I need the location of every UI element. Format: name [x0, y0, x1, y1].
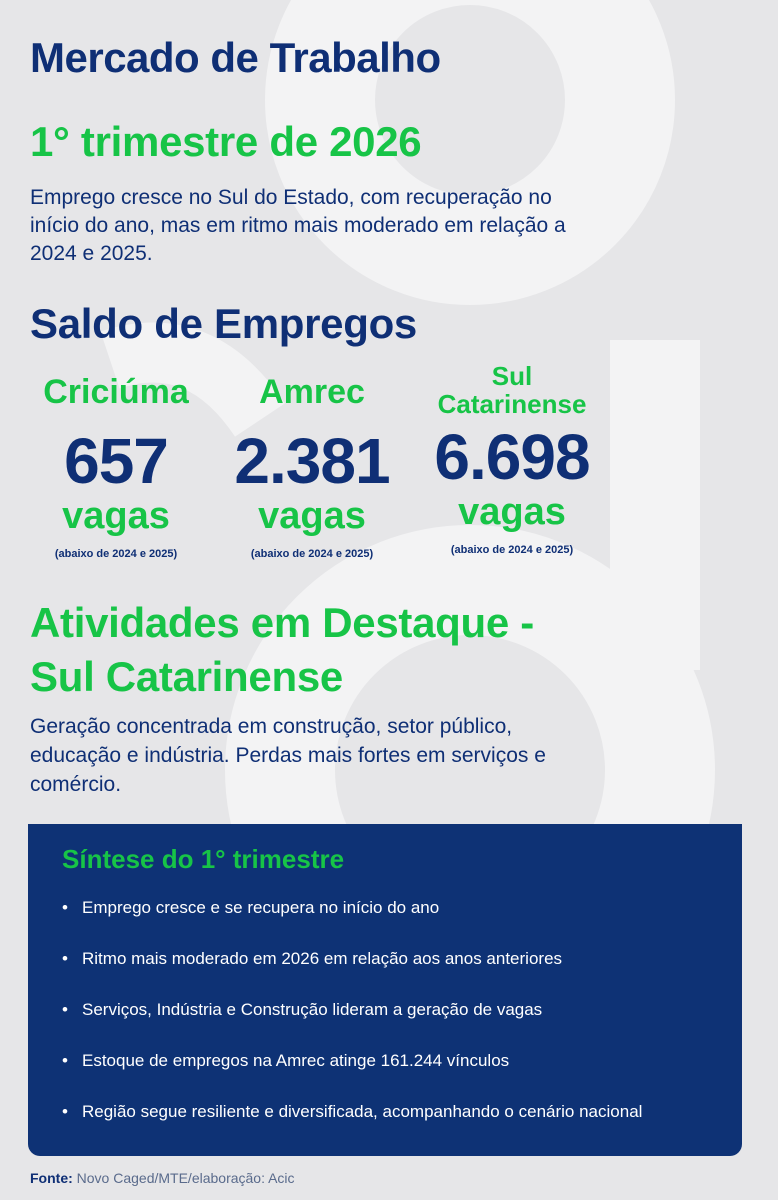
- saldo-title: Saldo de Empregos: [30, 300, 417, 347]
- stat-criciuma: Criciúma 657 vagas (abaixo de 2024 e 202…: [30, 374, 202, 560]
- stat-name-line1: Sul: [491, 361, 533, 391]
- stat-sul-catarinense: Sul Catarinense 6.698 vagas (abaixo de 2…: [422, 362, 602, 556]
- bullet-icon: •: [62, 898, 68, 917]
- stat-name-line2: Catarinense: [437, 389, 587, 419]
- list-item: • Ritmo mais moderado em 2026 em relação …: [62, 947, 642, 998]
- stat-value: 2.381: [234, 425, 390, 497]
- period-subtitle: 1° trimestre de 2026: [30, 118, 422, 165]
- stat-unit: vagas: [258, 495, 366, 537]
- bullet-icon: •: [62, 1102, 68, 1121]
- summary-panel: Síntese do 1° trimestre • Emprego cresce …: [28, 824, 742, 1156]
- list-item-text: Região segue resiliente e diversificada,…: [82, 1102, 643, 1121]
- stat-note: (abaixo de 2024 e 2025): [450, 544, 574, 556]
- list-item: • Região segue resiliente e diversificada…: [62, 1100, 642, 1151]
- stat-name: Amrec: [259, 373, 365, 411]
- list-item: • Serviços, Indústria e Construção lidera…: [62, 998, 642, 1049]
- bullet-icon: •: [62, 1000, 68, 1019]
- stat-name: Criciúma: [43, 373, 189, 411]
- summary-list: • Emprego cresce e se recupera no início …: [62, 896, 642, 1151]
- stat-value: 6.698: [434, 421, 590, 493]
- list-item-text: Estoque de empregos na Amrec atinge 161.…: [82, 1051, 510, 1070]
- stat-note: (abaixo de 2024 e 2025): [250, 548, 374, 560]
- atividades-title-line2: Sul Catarinense: [30, 653, 343, 700]
- intro-text: Emprego cresce no Sul do Estado, com rec…: [30, 186, 566, 265]
- source-footer: Fonte: Novo Caged/MTE/elaboração: Acic: [30, 1170, 295, 1186]
- source-text: Novo Caged/MTE/elaboração: Acic: [72, 1170, 295, 1186]
- list-item: • Estoque de empregos na Amrec atinge 161…: [62, 1049, 642, 1100]
- stat-unit: vagas: [458, 491, 566, 533]
- list-item-text: Emprego cresce e se recupera no início d…: [82, 898, 440, 917]
- stat-amrec: Amrec 2.381 vagas (abaixo de 2024 e 2025…: [226, 374, 398, 560]
- stat-unit: vagas: [62, 495, 170, 537]
- bullet-icon: •: [62, 1051, 68, 1070]
- list-item-text: Serviços, Indústria e Construção lideram…: [82, 1000, 543, 1019]
- atividades-text: Geração concentrada em construção, setor…: [30, 715, 546, 796]
- atividades-title: Atividades em Destaque - Sul Catarinense: [30, 596, 650, 704]
- stat-value: 657: [64, 425, 169, 497]
- stat-note: (abaixo de 2024 e 2025): [54, 548, 178, 560]
- atividades-title-line1: Atividades em Destaque -: [30, 599, 534, 646]
- bullet-icon: •: [62, 949, 68, 968]
- summary-title: Síntese do 1° trimestre: [62, 844, 345, 874]
- list-item: • Emprego cresce e se recupera no início …: [62, 896, 642, 947]
- list-item-text: Ritmo mais moderado em 2026 em relação a…: [82, 949, 563, 968]
- source-label: Fonte:: [30, 1170, 73, 1186]
- page-title: Mercado de Trabalho: [30, 34, 441, 81]
